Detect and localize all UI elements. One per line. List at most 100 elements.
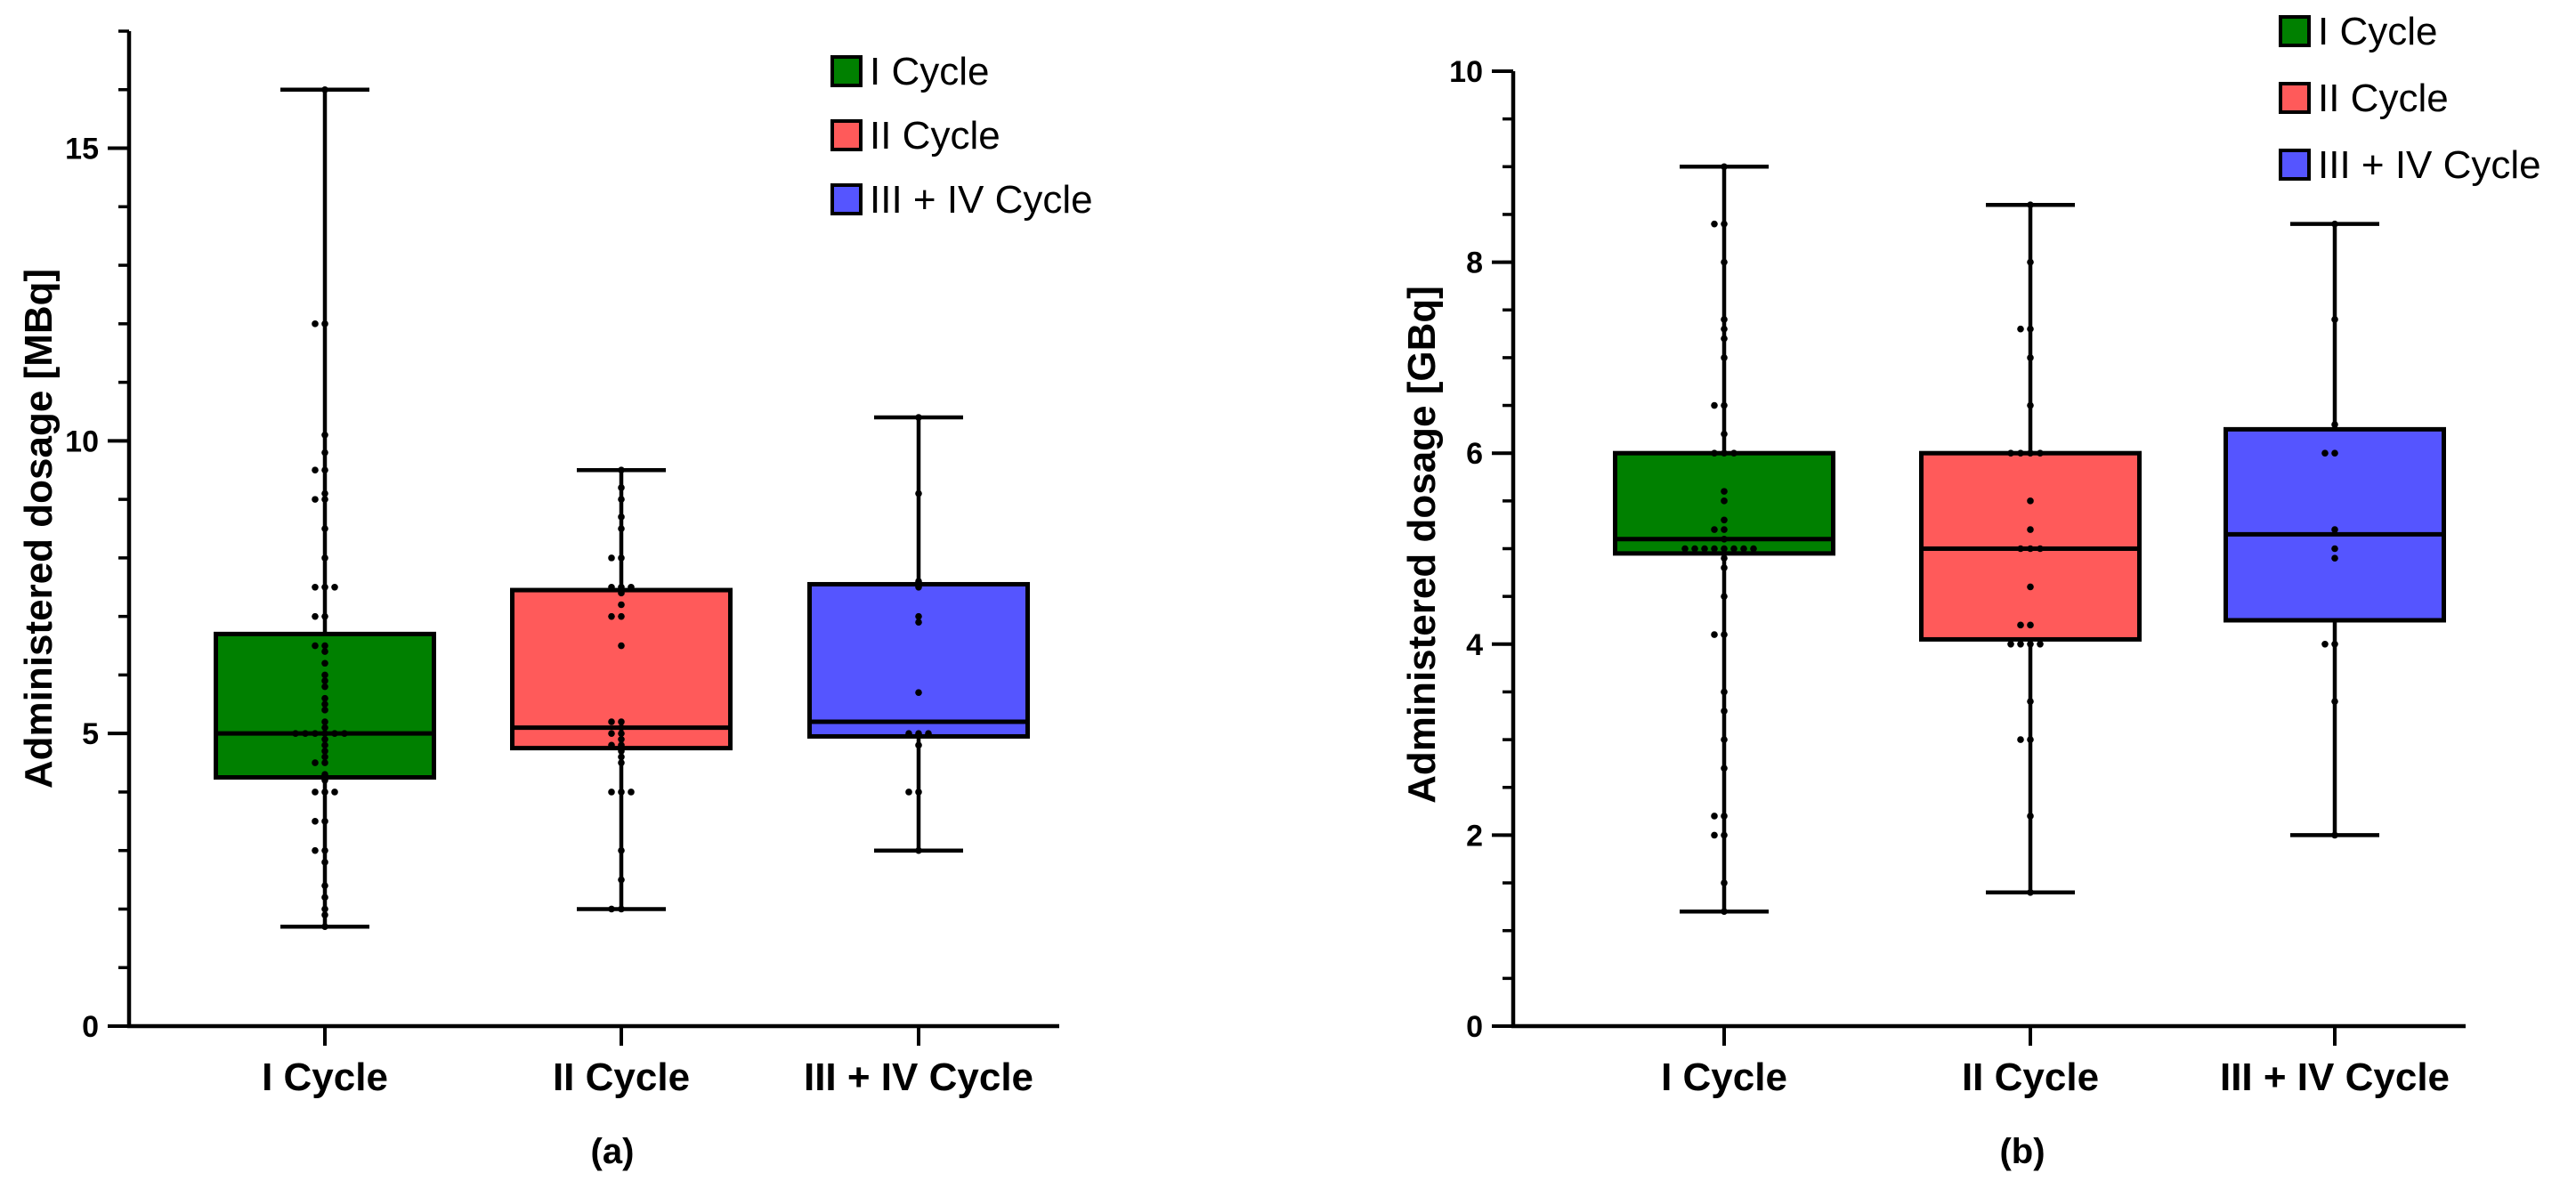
y-tick-label: 15 xyxy=(65,133,99,166)
data-point xyxy=(618,846,625,854)
data-point xyxy=(1711,220,1718,228)
x-category-label: I Cycle xyxy=(262,1055,388,1099)
data-point xyxy=(2007,449,2014,457)
box-2: II Cycle xyxy=(510,466,733,1099)
data-point xyxy=(2017,621,2024,629)
data-point xyxy=(321,642,328,650)
data-point xyxy=(905,789,912,796)
data-point xyxy=(618,496,625,503)
box-3: III + IV Cycle xyxy=(804,414,1033,1099)
data-point xyxy=(1721,688,1728,696)
data-point xyxy=(321,85,328,93)
data-point xyxy=(618,905,625,913)
data-point xyxy=(915,612,922,620)
data-point xyxy=(1721,258,1728,266)
data-point xyxy=(321,789,328,796)
data-point xyxy=(2331,698,2338,705)
data-point xyxy=(608,554,615,562)
data-point xyxy=(321,753,328,761)
data-point xyxy=(618,514,625,521)
data-point xyxy=(618,730,625,737)
y-tick-label: 8 xyxy=(1466,247,1483,280)
data-point xyxy=(608,789,615,796)
data-point xyxy=(1711,401,1718,409)
data-point xyxy=(1711,449,1718,457)
data-point xyxy=(618,741,625,749)
data-point xyxy=(1691,545,1698,553)
x-category-label: II Cycle xyxy=(1962,1055,2099,1099)
data-point xyxy=(321,612,328,620)
y-tick-label: 4 xyxy=(1466,628,1483,662)
data-point xyxy=(1721,354,1728,361)
data-point xyxy=(321,449,328,457)
data-point xyxy=(312,642,319,650)
y-tick-label: 10 xyxy=(65,425,99,458)
data-point xyxy=(618,748,625,755)
data-point xyxy=(312,789,319,796)
legend-swatch xyxy=(2279,149,2311,181)
iqr-box xyxy=(807,581,1030,739)
data-point xyxy=(2331,526,2338,533)
data-point xyxy=(925,730,932,737)
data-point xyxy=(1721,401,1728,409)
y-tick-label: 10 xyxy=(1449,55,1483,89)
data-point xyxy=(2017,449,2024,457)
data-point xyxy=(321,677,328,684)
data-point xyxy=(618,612,625,620)
data-point xyxy=(2027,813,2034,820)
data-point xyxy=(618,554,625,562)
legend-swatch xyxy=(830,183,863,215)
data-point xyxy=(1721,526,1728,533)
data-point xyxy=(915,789,922,796)
data-point xyxy=(321,707,328,714)
data-point xyxy=(321,700,328,708)
data-point xyxy=(2027,401,2034,409)
data-point xyxy=(2331,545,2338,553)
data-point xyxy=(1721,813,1728,820)
data-point xyxy=(2027,736,2034,743)
data-point xyxy=(1701,545,1708,553)
data-point xyxy=(321,648,328,655)
data-point xyxy=(321,818,328,825)
box-1: I Cycle xyxy=(214,85,436,1099)
data-point xyxy=(618,753,625,761)
box-1: I Cycle xyxy=(1613,163,1835,1099)
data-point xyxy=(321,431,328,439)
data-point xyxy=(1681,545,1689,553)
data-point xyxy=(2027,583,2034,591)
x-category-label: I Cycle xyxy=(1661,1055,1787,1099)
data-point xyxy=(2027,526,2034,533)
data-point xyxy=(2331,554,2338,562)
data-point xyxy=(2037,449,2044,457)
legend-swatch xyxy=(2279,15,2311,47)
x-category-label: III + IV Cycle xyxy=(2220,1055,2450,1099)
data-point xyxy=(1730,449,1738,457)
data-point xyxy=(1711,831,1718,839)
data-point xyxy=(1721,163,1728,171)
data-point xyxy=(628,583,635,591)
data-point xyxy=(2321,449,2329,457)
data-point xyxy=(1721,764,1728,772)
data-point xyxy=(1711,545,1718,553)
legend-swatch xyxy=(2279,82,2311,114)
data-point xyxy=(2037,641,2044,648)
data-point xyxy=(1721,879,1728,886)
data-point xyxy=(618,601,625,609)
y-tick-label: 5 xyxy=(82,717,99,751)
data-point xyxy=(915,730,922,737)
data-point xyxy=(321,583,328,591)
iqr-box xyxy=(2224,426,2446,623)
data-point xyxy=(2027,325,2034,333)
data-point xyxy=(1721,564,1728,571)
data-point xyxy=(321,882,328,889)
y-tick-label: 6 xyxy=(1466,437,1483,471)
data-point xyxy=(1711,526,1718,533)
data-point xyxy=(321,489,328,497)
data-point xyxy=(1721,708,1728,715)
data-point xyxy=(312,612,319,620)
data-point xyxy=(331,789,338,796)
x-category-label: III + IV Cycle xyxy=(804,1055,1033,1099)
data-point xyxy=(331,583,338,591)
data-point xyxy=(915,414,922,421)
